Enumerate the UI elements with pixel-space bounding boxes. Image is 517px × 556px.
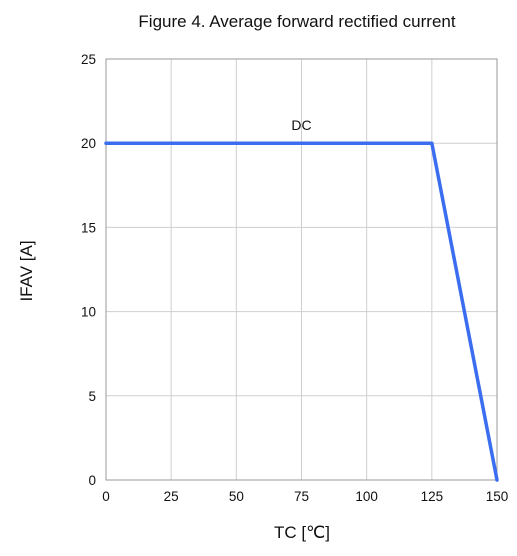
y-axis-title: IFAV [A] <box>17 240 36 301</box>
annotation-dc: DC <box>291 117 311 133</box>
tick-labels: 0 25 50 75 100 125 150 0 5 10 15 20 25 <box>81 52 508 504</box>
y-tick-label: 15 <box>81 220 96 235</box>
x-tick-label: 125 <box>421 489 444 504</box>
annotations: DC <box>291 117 311 133</box>
x-tick-label: 100 <box>355 489 378 504</box>
x-axis-title: TC [℃] <box>274 523 330 542</box>
series-layer <box>104 141 499 482</box>
y-tick-label: 25 <box>81 52 96 67</box>
y-tick-label: 5 <box>88 389 96 404</box>
y-tick-label: 0 <box>88 473 96 488</box>
x-tick-label: 150 <box>486 489 509 504</box>
plot-frame <box>105 58 498 481</box>
chart-title: Figure 4. Average forward rectified curr… <box>138 12 455 31</box>
x-tick-label: 75 <box>294 489 309 504</box>
x-tick-label: 25 <box>164 489 179 504</box>
series-line-dc <box>104 141 499 482</box>
x-tick-label: 50 <box>229 489 244 504</box>
y-tick-label: 20 <box>81 136 96 151</box>
x-tick-label: 0 <box>102 489 110 504</box>
y-tick-label: 10 <box>81 305 96 320</box>
